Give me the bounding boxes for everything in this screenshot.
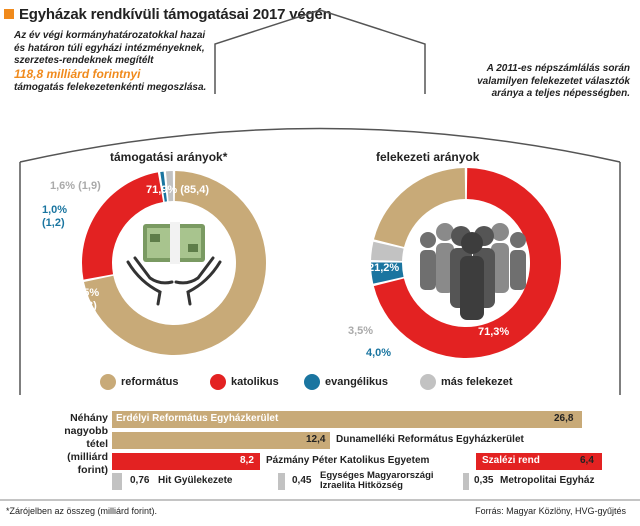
house-arch-outline bbox=[19, 127, 621, 163]
page-title: Egyházak rendkívüli támogatásai 2017 vég… bbox=[4, 6, 332, 23]
house-roof-outline bbox=[214, 9, 426, 94]
slice-más-felekezet bbox=[371, 241, 404, 261]
intro-left-text: Az év végi kormányhatározatokkal hazai é… bbox=[14, 30, 206, 66]
chart-title-denomination: felekezeti arányok bbox=[376, 150, 480, 164]
legend-swatch bbox=[304, 374, 320, 390]
title-text: Egyházak rendkívüli támogatásai 2017 vég… bbox=[19, 6, 332, 23]
intro-left-text-end: támogatás felekezetenkénti megoszlása. bbox=[14, 82, 207, 93]
title-marker bbox=[4, 9, 14, 19]
intro-left: Az év végi kormányhatározatokkal hazai é… bbox=[14, 30, 214, 95]
label-evangelikus-support: 1,0% (1,2) bbox=[42, 204, 68, 229]
label-evangelikus-pop: 4,0% bbox=[366, 347, 392, 359]
legend-swatch bbox=[210, 374, 226, 390]
slice-református bbox=[373, 168, 466, 248]
label-katolikus-pop: 71,3% bbox=[478, 326, 510, 338]
legend-mas: más felekezet bbox=[420, 374, 513, 390]
label-mas-support: 1,6% (1,9) bbox=[50, 180, 101, 192]
bar-pazmany-name: Pázmány Péter Katolikus Egyetem bbox=[266, 455, 430, 466]
bar-dunamelleki-value: 12,4 bbox=[306, 434, 326, 445]
label-reformatus-pop: 21,2% bbox=[368, 262, 400, 274]
slice-evangélikus bbox=[160, 171, 167, 202]
label-reformatus-support: 71,9% (85,4) bbox=[146, 184, 209, 196]
slice-más-felekezet bbox=[165, 171, 174, 202]
bar-izraelita-name: Egységes Magyarországi Izraelita Hitközs… bbox=[320, 470, 434, 491]
bar-pazmany bbox=[112, 453, 260, 470]
bar-hit bbox=[112, 473, 122, 490]
bar-erdelyi bbox=[112, 411, 582, 428]
donut-denomination bbox=[371, 168, 561, 358]
slice-evangélikus bbox=[371, 262, 404, 284]
slice-katolikus bbox=[373, 168, 561, 358]
bar-szalezi-value: 6,4 bbox=[580, 455, 594, 466]
bar-dunamelleki-name: Dunamelléki Református Egyházkerület bbox=[336, 434, 524, 445]
footnote: *Zárójelben az összeg (milliárd forint). bbox=[6, 506, 158, 516]
label-mas-pop: 3,5% bbox=[348, 325, 374, 337]
intro-highlight: 118,8 milliárd forintnyi bbox=[14, 66, 141, 81]
slice-katolikus bbox=[82, 172, 164, 280]
bar-pazmany-value: 8,2 bbox=[240, 455, 254, 466]
legend-swatch bbox=[420, 374, 436, 390]
bar-erdelyi-name: Erdélyi Református Egyházkerület bbox=[116, 413, 279, 424]
intro-right: A 2011-es népszámlálás során valamilyen … bbox=[477, 63, 630, 99]
legend-reformatus: református bbox=[100, 374, 178, 390]
bar-table-label: Néhány nagyobb tétel (milliárd forint) bbox=[64, 412, 108, 476]
bar-metropolitai bbox=[463, 473, 469, 490]
bar-izraelita-value: 0,45 bbox=[292, 475, 312, 486]
chart-title-support: támogatási arányok* bbox=[110, 150, 228, 164]
people-crowd-icon bbox=[420, 223, 526, 320]
donut-support bbox=[82, 171, 267, 356]
slice-református bbox=[83, 171, 267, 356]
legend-evangelikus: evangélikus bbox=[304, 374, 388, 390]
bar-erdelyi-value: 26,8 bbox=[554, 413, 574, 424]
bar-szalezi-name: Szalézi rend bbox=[482, 455, 540, 466]
legend-katolikus: katolikus bbox=[210, 374, 279, 390]
bar-metropolitai-name: Metropolitai Egyház bbox=[500, 475, 595, 486]
bar-szalezi bbox=[476, 453, 602, 470]
label-katolikus-support: 25,5% (30,3) bbox=[68, 287, 100, 312]
bar-hit-value: 0,76 bbox=[130, 475, 150, 486]
bar-izraelita bbox=[278, 473, 285, 490]
bar-hit-name: Hit Gyülekezete bbox=[158, 475, 233, 486]
bar-dunamelleki bbox=[112, 432, 330, 449]
legend-swatch bbox=[100, 374, 116, 390]
money-in-hands-icon bbox=[126, 222, 222, 306]
bar-metropolitai-value: 0,35 bbox=[474, 475, 494, 486]
source-note: Forrás: Magyar Közlöny, HVG-gyűjtés bbox=[475, 506, 626, 516]
